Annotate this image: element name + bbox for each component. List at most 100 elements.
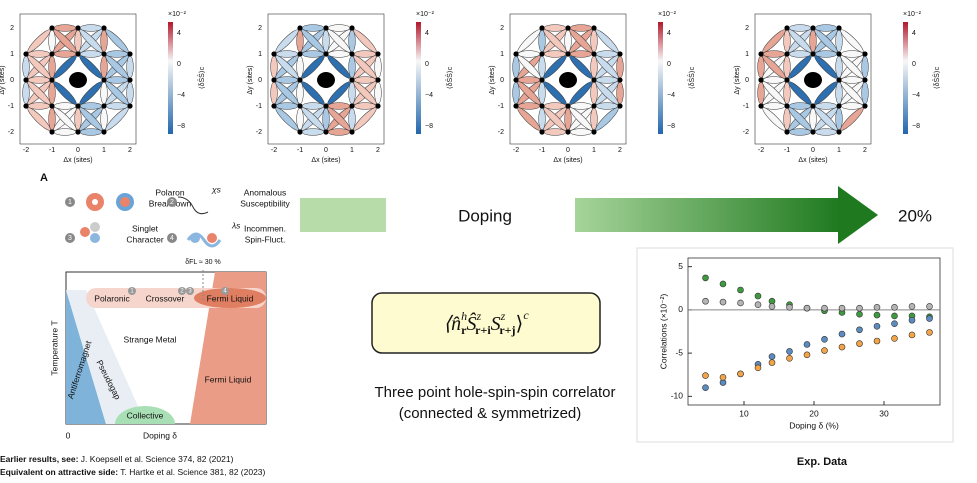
bond [105, 107, 129, 131]
y-tick-label: -1 [743, 103, 749, 110]
cbar-tick: −4 [425, 92, 433, 99]
origin: 0 [66, 430, 71, 440]
x-tick-label: 2 [376, 147, 380, 154]
x-tick-label: 0 [76, 147, 80, 154]
point [891, 303, 898, 311]
hole [69, 72, 87, 88]
bond [79, 107, 103, 131]
formula: ⟨n̂h rŜz r+iSz r+j⟩c [443, 308, 529, 337]
cbar-tick: −8 [912, 123, 920, 130]
site [539, 25, 545, 31]
site [513, 77, 519, 83]
point [768, 303, 776, 310]
site [49, 103, 55, 109]
icon [207, 233, 217, 243]
point [838, 304, 846, 312]
bond [840, 55, 864, 79]
x-tick-label: 2 [863, 147, 867, 154]
bond [275, 29, 299, 53]
arrow-label: Doping [458, 206, 512, 225]
bond [517, 55, 541, 79]
item-num: 4 [170, 235, 174, 242]
bond [275, 107, 299, 131]
site [49, 129, 55, 135]
site [349, 77, 355, 83]
chart-caption: Exp. Data [797, 456, 848, 468]
y-tick-label: 0 [258, 77, 262, 84]
site [297, 51, 303, 57]
site [127, 103, 133, 109]
region-collective [115, 406, 175, 424]
icon [120, 197, 130, 207]
cbar-tick: −8 [667, 123, 675, 130]
f: ⟩ [516, 313, 524, 335]
item-num: 2 [170, 199, 174, 206]
site [323, 103, 329, 109]
f: z [475, 309, 481, 323]
x-label: Δx (sites) [63, 157, 92, 164]
bond [353, 29, 377, 53]
cbar-unit: ×10⁻² [903, 11, 922, 18]
y-label: Δy (sites) [247, 65, 254, 94]
y-tick-label: 5 [678, 261, 683, 271]
bond [814, 29, 838, 53]
bond [53, 107, 77, 131]
bond [569, 55, 593, 79]
site [617, 51, 623, 57]
point [856, 310, 863, 318]
bond [595, 81, 619, 105]
site [375, 77, 381, 83]
bond [353, 81, 377, 105]
point [873, 311, 881, 319]
site [349, 129, 355, 135]
point [702, 297, 709, 305]
site [539, 103, 545, 109]
x-tick-label: 20 [809, 408, 819, 418]
site [539, 129, 545, 135]
x-label: Δx (sites) [798, 157, 827, 164]
site [810, 103, 816, 109]
icon [190, 233, 200, 243]
region-label: Fermi Liquid [207, 293, 254, 303]
point [702, 372, 709, 379]
y-tick-label: -1 [256, 103, 262, 110]
item-badge [65, 197, 75, 207]
point [803, 304, 811, 312]
site [565, 103, 571, 109]
point [838, 330, 846, 338]
y-label: Temperature T [49, 320, 59, 375]
colorbar [903, 22, 908, 134]
cbar-tick: 0 [912, 61, 916, 68]
reference: Earlier results, see: J. Koepsell et al.… [0, 454, 234, 464]
x-label: Δx (sites) [553, 157, 582, 164]
site [810, 129, 816, 135]
marker [186, 287, 194, 295]
f: h [461, 309, 467, 323]
bond [27, 55, 51, 79]
cbar-label: ⟨δŜŜ⟩c [197, 66, 206, 89]
y-tick-label: 2 [258, 25, 262, 32]
bond [569, 107, 593, 131]
y-tick-label: 0 [745, 77, 749, 84]
point [856, 326, 863, 334]
region-label: Fermi Liquid [205, 374, 252, 384]
y-tick-label: 1 [745, 51, 749, 58]
bond [814, 81, 838, 105]
site [758, 103, 764, 109]
site [101, 129, 107, 135]
cbar-unit: ×10⁻² [658, 11, 677, 18]
y-tick-label: 2 [10, 25, 14, 32]
site [49, 77, 55, 83]
point [719, 280, 727, 288]
point [908, 303, 916, 310]
cbar-tick: −4 [912, 92, 920, 99]
caption: (connected & symmetrized) [399, 405, 582, 422]
site [75, 25, 81, 31]
site [539, 51, 545, 57]
point [891, 312, 898, 320]
bond [353, 55, 377, 79]
site [565, 129, 571, 135]
ref-text: J. Koepsell et al. Science 374, 82 (2021… [78, 454, 233, 464]
point [803, 351, 811, 359]
site [836, 103, 842, 109]
